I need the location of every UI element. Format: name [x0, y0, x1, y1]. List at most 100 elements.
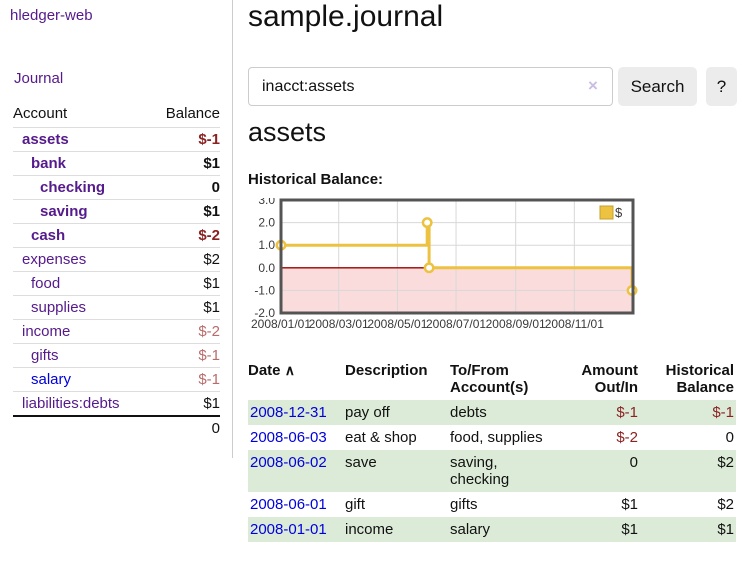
account-balance: 0	[211, 179, 220, 196]
txn-row: 2008-06-02 save saving, checking 0 $2	[248, 450, 736, 492]
account-row: cash $-2	[13, 223, 220, 248]
account-balance: $-1	[198, 371, 220, 388]
accounts-column-header: To/From Account(s)	[450, 362, 529, 396]
sort-ascending-icon: ∧	[284, 362, 295, 378]
accounts-total: 0	[150, 415, 220, 440]
txn-accounts: debts	[450, 404, 487, 421]
accounts-header-balance: Balance	[150, 102, 220, 128]
svg-text:2008/05/01: 2008/05/01	[367, 317, 427, 331]
account-link-liabilities-debts[interactable]: liabilities:debts	[22, 395, 120, 412]
account-balance: $1	[203, 155, 220, 172]
svg-text:-2.0: -2.0	[254, 306, 275, 320]
txn-balance: $2	[717, 454, 734, 471]
account-row: food $1	[13, 271, 220, 296]
txn-date-link[interactable]: 2008-12-31	[250, 404, 327, 421]
account-balance: $2	[203, 251, 220, 268]
txn-date-link[interactable]: 2008-06-02	[250, 454, 327, 471]
search-button[interactable]: Search	[618, 67, 697, 106]
account-row: income $-2	[13, 319, 220, 344]
txn-description: income	[345, 521, 394, 538]
account-heading: assets	[248, 117, 327, 147]
svg-text:-1.0: -1.0	[254, 283, 275, 297]
account-row: supplies $1	[13, 295, 220, 320]
txn-amount: $-1	[616, 404, 638, 421]
account-link-supplies[interactable]: supplies	[31, 299, 87, 316]
txn-date-link[interactable]: 2008-01-01	[250, 521, 327, 538]
main-content: sample.journal × Search ? assets Histori…	[248, 0, 737, 582]
account-link-bank[interactable]: bank	[31, 155, 67, 172]
accounts-total-row: 0	[13, 415, 220, 440]
register-table-body: 2008-12-31 pay off debts $-1 $-1 2008-06-03 ea…	[248, 400, 736, 542]
brand-link[interactable]: hledger-web	[10, 7, 93, 24]
date-column-header[interactable]: Date ∧	[248, 358, 345, 400]
account-link-cash[interactable]: cash	[31, 227, 66, 244]
account-link-food[interactable]: food	[31, 275, 61, 292]
page-title: sample.journal	[248, 0, 444, 33]
account-balance: $1	[203, 275, 220, 292]
account-row: gifts $-1	[13, 343, 220, 368]
txn-amount: $1	[621, 521, 638, 538]
account-balance: $1	[203, 203, 220, 220]
search-input[interactable]	[248, 67, 613, 106]
account-row: liabilities:debts $1	[13, 391, 220, 417]
account-link-salary[interactable]: salary	[31, 371, 72, 388]
amount-column-header: Amount Out/In	[581, 362, 638, 396]
account-link-gifts[interactable]: gifts	[31, 347, 59, 364]
accounts-table-header: Account Balance	[13, 102, 220, 128]
txn-date-link[interactable]: 2008-06-03	[250, 429, 327, 446]
sidebar-item-journal[interactable]: Journal	[14, 70, 64, 87]
balance-chart-svg: 2008/01/012008/03/012008/05/012008/07/01…	[251, 193, 638, 331]
accounts-table: Account Balance assets $-1 bank $1 checking 0…	[13, 102, 220, 440]
txn-row: 2008-06-03 eat & shop food, supplies $-2 0	[248, 425, 736, 450]
account-link-assets[interactable]: assets	[22, 131, 69, 148]
txn-balance: $-1	[712, 404, 734, 421]
balance-column-header: Historical Balance	[665, 362, 734, 396]
txn-amount: 0	[629, 454, 638, 471]
account-balance: $-2	[198, 227, 220, 244]
account-balance: $-1	[198, 131, 220, 148]
txn-row: 2008-12-31 pay off debts $-1 $-1	[248, 400, 736, 425]
svg-text:2.0: 2.0	[258, 216, 275, 230]
register-table-header: Date ∧ Description To/From Account(s) Am…	[248, 358, 736, 400]
txn-accounts: gifts	[450, 496, 478, 513]
svg-text:$: $	[615, 205, 623, 220]
accounts-header-account: Account	[13, 102, 151, 128]
txn-accounts: salary	[450, 521, 491, 538]
description-column-header: Description	[345, 362, 428, 379]
account-balance: $-1	[198, 347, 220, 364]
txn-amount: $1	[621, 496, 638, 513]
account-row: checking 0	[13, 175, 220, 200]
account-row: salary $-1	[13, 367, 220, 392]
account-row: expenses $2	[13, 247, 220, 272]
account-link-saving[interactable]: saving	[40, 203, 88, 220]
account-row: saving $1	[13, 199, 220, 224]
svg-text:2008/11/01: 2008/11/01	[545, 317, 604, 331]
date-header-label: Date	[248, 362, 281, 379]
account-link-income[interactable]: income	[22, 323, 71, 340]
txn-accounts: food, supplies	[450, 429, 543, 446]
account-link-expenses[interactable]: expenses	[22, 251, 87, 268]
txn-balance: $2	[717, 496, 734, 513]
svg-text:2008/03/01: 2008/03/01	[309, 317, 369, 331]
txn-row: 2008-01-01 income salary $1 $1	[248, 517, 736, 542]
txn-description: save	[345, 454, 377, 471]
help-button[interactable]: ?	[706, 67, 737, 106]
sidebar: hledger-web Journal Account Balance asse…	[0, 0, 233, 458]
txn-row: 2008-06-01 gift gifts $1 $2	[248, 492, 736, 517]
svg-text:1.0: 1.0	[258, 238, 275, 252]
register-table: Date ∧ Description To/From Account(s) Am…	[248, 358, 736, 542]
clear-search-icon[interactable]: ×	[588, 76, 598, 95]
txn-balance: $1	[717, 521, 734, 538]
txn-accounts: saving, checking	[450, 454, 510, 488]
account-row: bank $1	[13, 151, 220, 176]
balance-chart: 2008/01/01 2008/03/01 2008/05/01 2008/07/01…	[244, 193, 644, 336]
svg-text:2008/01/01: 2008/01/01	[251, 317, 311, 331]
svg-text:3.0: 3.0	[258, 198, 275, 207]
txn-description: eat & shop	[345, 429, 417, 446]
txn-date-link[interactable]: 2008-06-01	[250, 496, 327, 513]
svg-text:2008/09/01: 2008/09/01	[486, 317, 546, 331]
account-balance: $1	[203, 395, 220, 412]
account-balance: $-2	[198, 323, 220, 340]
account-link-checking[interactable]: checking	[40, 179, 106, 196]
svg-text:2008/07/01: 2008/07/01	[426, 317, 486, 331]
